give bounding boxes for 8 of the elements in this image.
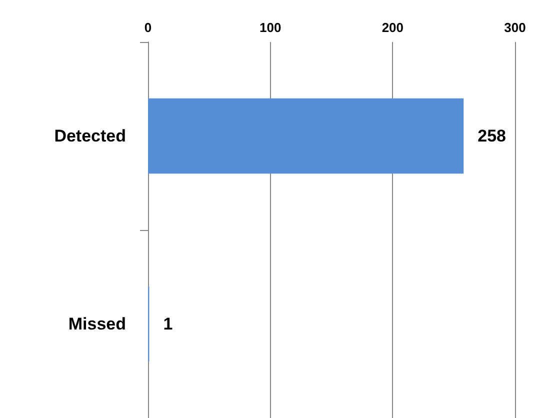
x-tick-label: 100	[259, 20, 282, 35]
data-label: 258	[478, 126, 506, 146]
y-tick-label: Missed	[68, 314, 126, 334]
x-tick-label: 300	[504, 20, 526, 35]
data-label: 1	[163, 314, 173, 334]
x-tick-label: 0	[144, 20, 152, 35]
y-tick-label: Detected	[54, 126, 126, 146]
x-tick-label: 200	[382, 20, 404, 35]
